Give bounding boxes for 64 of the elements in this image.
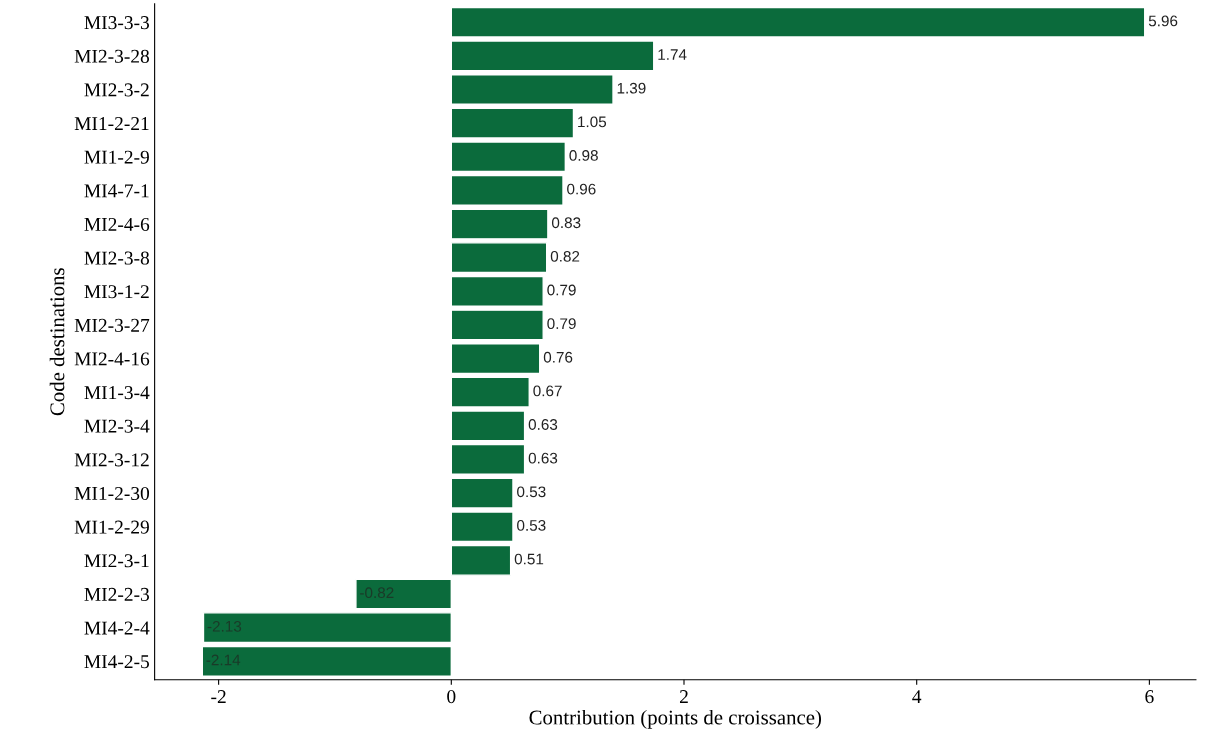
data-label: 0.63	[528, 452, 558, 464]
bar	[450, 74, 614, 105]
y-tick-label: MI4-2-5	[84, 655, 149, 669]
y-tick-label: MI3-1-2	[84, 285, 149, 299]
data-label: 0.82	[550, 250, 580, 262]
y-tick-label: MI2-3-4	[84, 419, 150, 433]
data-label: 0.53	[517, 486, 546, 498]
y-tick-label: MI4-2-4	[84, 621, 150, 635]
data-label: 5.96	[1148, 15, 1178, 27]
x-tick-label: 0	[447, 690, 456, 704]
bar	[355, 578, 453, 610]
bar	[450, 275, 544, 307]
bar	[450, 309, 544, 341]
y-tick-label: MI1-2-21	[74, 117, 149, 130]
data-label: 1.74	[658, 49, 687, 60]
data-label: 1.05	[578, 116, 607, 128]
y-tick-label: MI2-4-16	[74, 352, 150, 366]
y-tick-label: MI3-3-3	[84, 16, 149, 30]
data-label: 0.98	[569, 150, 598, 161]
y-tick-label: MI2-3-8	[84, 251, 150, 265]
bar	[450, 40, 655, 72]
y-tick-label: MI1-2-30	[74, 486, 150, 501]
bar	[450, 242, 548, 274]
data-label: 0.51	[514, 553, 544, 565]
bar	[450, 544, 512, 576]
y-tick-label: MI2-3-1	[84, 554, 149, 568]
bar	[450, 443, 526, 475]
data-label: 1.39	[617, 82, 646, 94]
x-tick-label: 6	[1145, 690, 1154, 704]
y-tick-label: MI4-7-1	[84, 184, 149, 198]
x-axis-title: Contribution (points de croissance)	[529, 709, 822, 729]
y-tick-label: MI2-4-6	[84, 217, 150, 231]
x-tick-label: -2	[211, 690, 226, 703]
bar	[202, 612, 453, 644]
data-label: 0.67	[533, 385, 562, 397]
data-label: 0.76	[543, 351, 573, 363]
data-label: 0.96	[567, 183, 596, 195]
y-tick-label: MI2-3-27	[74, 318, 150, 332]
bar	[450, 376, 530, 408]
y-tick-label: MI2-3-28	[74, 49, 150, 63]
bar	[450, 477, 514, 509]
data-label: 0.53	[517, 520, 546, 531]
data-label: 0.79	[547, 284, 576, 296]
y-tick-label: MI2-3-2	[84, 83, 149, 97]
bar	[201, 645, 453, 677]
y-tick-label: MI1-3-4	[84, 386, 150, 400]
bar	[450, 107, 575, 139]
bar	[450, 6, 1146, 38]
bar	[450, 343, 541, 375]
bar	[450, 174, 564, 206]
x-tick-label: 4	[912, 690, 922, 703]
bar	[450, 141, 567, 173]
data-label: 0.83	[551, 217, 581, 229]
data-label: 0.63	[528, 419, 558, 430]
y-tick-label: MI2-2-3	[84, 587, 149, 601]
y-tick-label: MI1-2-9	[84, 150, 149, 164]
x-tick-label: 2	[679, 690, 688, 703]
bar	[450, 410, 526, 442]
y-tick-label: MI1-2-29	[74, 520, 149, 534]
y-axis-title: Code destinations	[49, 268, 65, 416]
bar	[450, 511, 514, 543]
bar	[450, 208, 549, 240]
y-tick-label: MI2-3-12	[74, 453, 149, 467]
data-label: 0.79	[547, 318, 576, 330]
